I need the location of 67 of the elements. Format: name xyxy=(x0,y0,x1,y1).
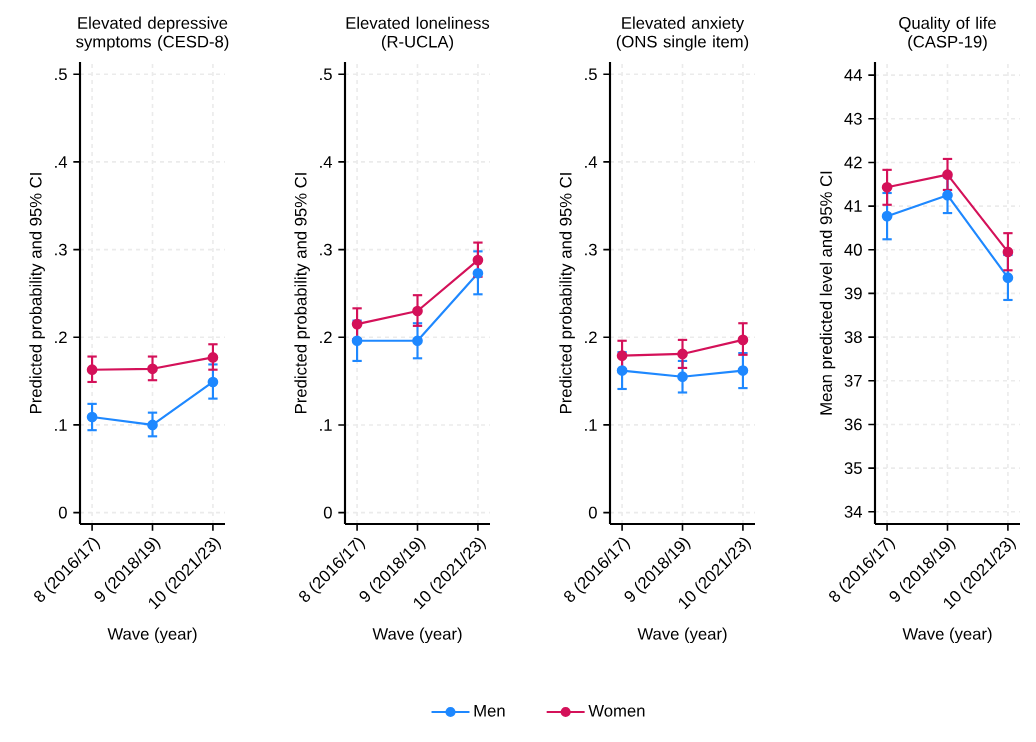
point xyxy=(86,411,98,423)
y-tick-label: 0 xyxy=(58,506,67,519)
y-tick-label: 36 xyxy=(844,418,862,431)
y-tick-label: 0 xyxy=(588,506,597,519)
point xyxy=(677,371,688,383)
legend-label: Women xyxy=(588,705,645,717)
y-tick-label: 41 xyxy=(844,200,862,212)
point xyxy=(147,419,158,431)
x-axis-title: Wave (year) xyxy=(902,627,992,644)
x-axis-title: Wave (year) xyxy=(107,627,197,644)
point xyxy=(147,363,158,375)
y-tick-label: .5 xyxy=(585,68,597,81)
y-tick-label: .3 xyxy=(585,243,597,256)
x-axis-title: Wave (year) xyxy=(637,627,727,644)
y-tick-label: .2 xyxy=(55,331,67,344)
y-tick-label: .1 xyxy=(585,419,597,431)
y-tick-label: 42 xyxy=(844,156,862,169)
chart-title: Elevated depressive symptoms (CESD-8) xyxy=(76,16,229,51)
point xyxy=(881,210,893,222)
y-tick-label: 35 xyxy=(844,462,862,474)
chart-title: Quality of life (CASP-19) xyxy=(899,16,996,51)
point xyxy=(737,334,749,346)
y-tick-label: 34 xyxy=(844,505,863,518)
point xyxy=(616,350,628,362)
chart-title: Elevated loneliness (R-UCLA) xyxy=(346,16,490,51)
point xyxy=(412,335,423,347)
y-axis-title: Predicted probability and 95% CI xyxy=(294,173,310,413)
y-tick-label: .1 xyxy=(55,419,67,431)
point xyxy=(207,376,219,388)
point xyxy=(942,189,953,201)
point xyxy=(737,365,749,376)
y-tick-label: .2 xyxy=(585,331,597,344)
y-tick-label: 43 xyxy=(844,112,862,125)
point xyxy=(881,181,893,193)
chart-title: Elevated anxiety (ONS single item) xyxy=(616,16,749,51)
y-tick-label: .4 xyxy=(55,156,68,168)
y-tick-label: 37 xyxy=(844,374,862,387)
point xyxy=(472,267,484,279)
point xyxy=(86,364,98,376)
y-tick-label: 44 xyxy=(844,69,863,81)
point xyxy=(616,365,628,376)
point xyxy=(472,254,484,266)
point xyxy=(207,352,219,363)
y-tick-label: .5 xyxy=(320,68,332,81)
point xyxy=(412,305,423,317)
y-tick-label: .2 xyxy=(320,331,332,344)
y-tick-label: 39 xyxy=(844,287,862,300)
point xyxy=(1002,246,1014,258)
y-tick-label: .3 xyxy=(320,243,332,256)
point xyxy=(351,318,363,330)
y-axis-title: Predicted probability and 95% CI xyxy=(559,173,575,413)
x-axis-title: Wave (year) xyxy=(372,627,462,644)
y-tick-label: 40 xyxy=(844,243,862,256)
y-axis-title: Predicted probability and 95% CI xyxy=(29,173,45,413)
point xyxy=(942,169,953,180)
y-tick-label: .5 xyxy=(55,68,67,81)
y-axis-title: Mean predicted level and 95% CI xyxy=(819,171,836,415)
y-tick-label: .4 xyxy=(320,156,333,168)
y-tick-label: .4 xyxy=(585,156,598,168)
legend-label: Men xyxy=(474,705,505,717)
y-tick-label: 0 xyxy=(323,506,332,519)
point xyxy=(677,348,688,360)
y-tick-label: 38 xyxy=(844,331,862,343)
y-tick-label: .3 xyxy=(55,243,67,256)
point xyxy=(351,335,363,347)
point xyxy=(1002,272,1014,284)
y-tick-label: .1 xyxy=(320,419,332,431)
